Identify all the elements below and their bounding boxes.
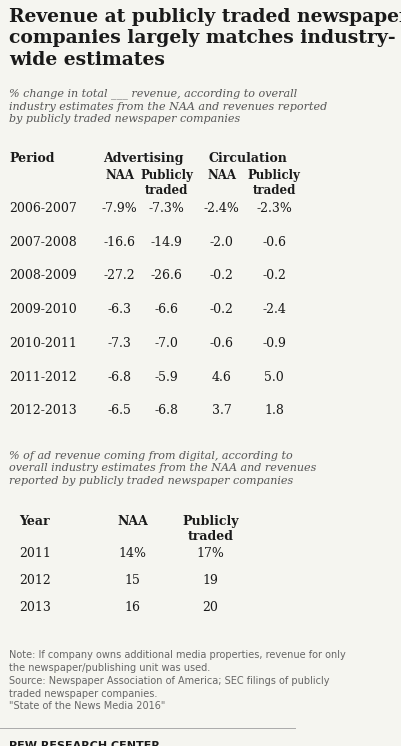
Text: -0.6: -0.6 — [261, 236, 286, 248]
Text: 2013: 2013 — [19, 601, 51, 615]
Text: 1.8: 1.8 — [263, 404, 284, 417]
Text: Period: Period — [9, 152, 55, 165]
Text: -16.6: -16.6 — [103, 236, 135, 248]
Text: 2012: 2012 — [19, 574, 51, 587]
Text: Publicly
traded: Publicly traded — [140, 169, 192, 197]
Text: 19: 19 — [202, 574, 218, 587]
Text: -6.6: -6.6 — [154, 303, 178, 316]
Text: -0.6: -0.6 — [209, 336, 233, 350]
Text: Circulation: Circulation — [208, 152, 287, 165]
Text: 2012-2013: 2012-2013 — [9, 404, 77, 417]
Text: 2006-2007: 2006-2007 — [9, 202, 77, 215]
Text: NAA: NAA — [105, 169, 134, 182]
Text: -7.3%: -7.3% — [148, 202, 184, 215]
Text: 2010-2011: 2010-2011 — [9, 336, 77, 350]
Text: 16: 16 — [124, 601, 140, 615]
Text: -26.6: -26.6 — [150, 269, 182, 282]
Text: -0.2: -0.2 — [261, 269, 286, 282]
Text: % change in total ___ revenue, according to overall
industry estimates from the : % change in total ___ revenue, according… — [9, 89, 326, 124]
Text: NAA: NAA — [207, 169, 236, 182]
Text: -0.9: -0.9 — [261, 336, 286, 350]
Text: NAA: NAA — [117, 515, 148, 528]
Text: 2011: 2011 — [19, 547, 51, 560]
Text: 14%: 14% — [118, 547, 146, 560]
Text: PEW RESEARCH CENTER: PEW RESEARCH CENTER — [9, 741, 160, 746]
Text: % of ad revenue coming from digital, according to
overall industry estimates fro: % of ad revenue coming from digital, acc… — [9, 451, 316, 486]
Text: 17%: 17% — [196, 547, 224, 560]
Text: Publicly
traded: Publicly traded — [182, 515, 238, 543]
Text: -2.3%: -2.3% — [255, 202, 291, 215]
Text: -2.4: -2.4 — [261, 303, 286, 316]
Text: -2.4%: -2.4% — [203, 202, 239, 215]
Text: -6.3: -6.3 — [107, 303, 131, 316]
Text: -14.9: -14.9 — [150, 236, 182, 248]
Text: 2008-2009: 2008-2009 — [9, 269, 77, 282]
Text: Advertising: Advertising — [103, 152, 183, 165]
Text: -7.0: -7.0 — [154, 336, 178, 350]
Text: -0.2: -0.2 — [209, 269, 233, 282]
Text: 4.6: 4.6 — [211, 371, 231, 383]
Text: 2011-2012: 2011-2012 — [9, 371, 77, 383]
Text: 3.7: 3.7 — [211, 404, 231, 417]
Text: -6.8: -6.8 — [107, 371, 131, 383]
Text: 2007-2008: 2007-2008 — [9, 236, 77, 248]
Text: Note: If company owns additional media properties, revenue for only
the newspape: Note: If company owns additional media p… — [9, 651, 345, 712]
Text: Year: Year — [19, 515, 49, 528]
Text: -5.9: -5.9 — [154, 371, 178, 383]
Text: -0.2: -0.2 — [209, 303, 233, 316]
Text: Revenue at publicly traded newspaper
companies largely matches industry-
wide es: Revenue at publicly traded newspaper com… — [9, 7, 401, 69]
Text: 15: 15 — [124, 574, 140, 587]
Text: -7.3: -7.3 — [107, 336, 131, 350]
Text: 20: 20 — [202, 601, 218, 615]
Text: Publicly
traded: Publicly traded — [247, 169, 300, 197]
Text: -27.2: -27.2 — [103, 269, 135, 282]
Text: -6.5: -6.5 — [107, 404, 131, 417]
Text: 2009-2010: 2009-2010 — [9, 303, 77, 316]
Text: 5.0: 5.0 — [263, 371, 283, 383]
Text: -6.8: -6.8 — [154, 404, 178, 417]
Text: -7.9%: -7.9% — [101, 202, 137, 215]
Text: -2.0: -2.0 — [209, 236, 233, 248]
